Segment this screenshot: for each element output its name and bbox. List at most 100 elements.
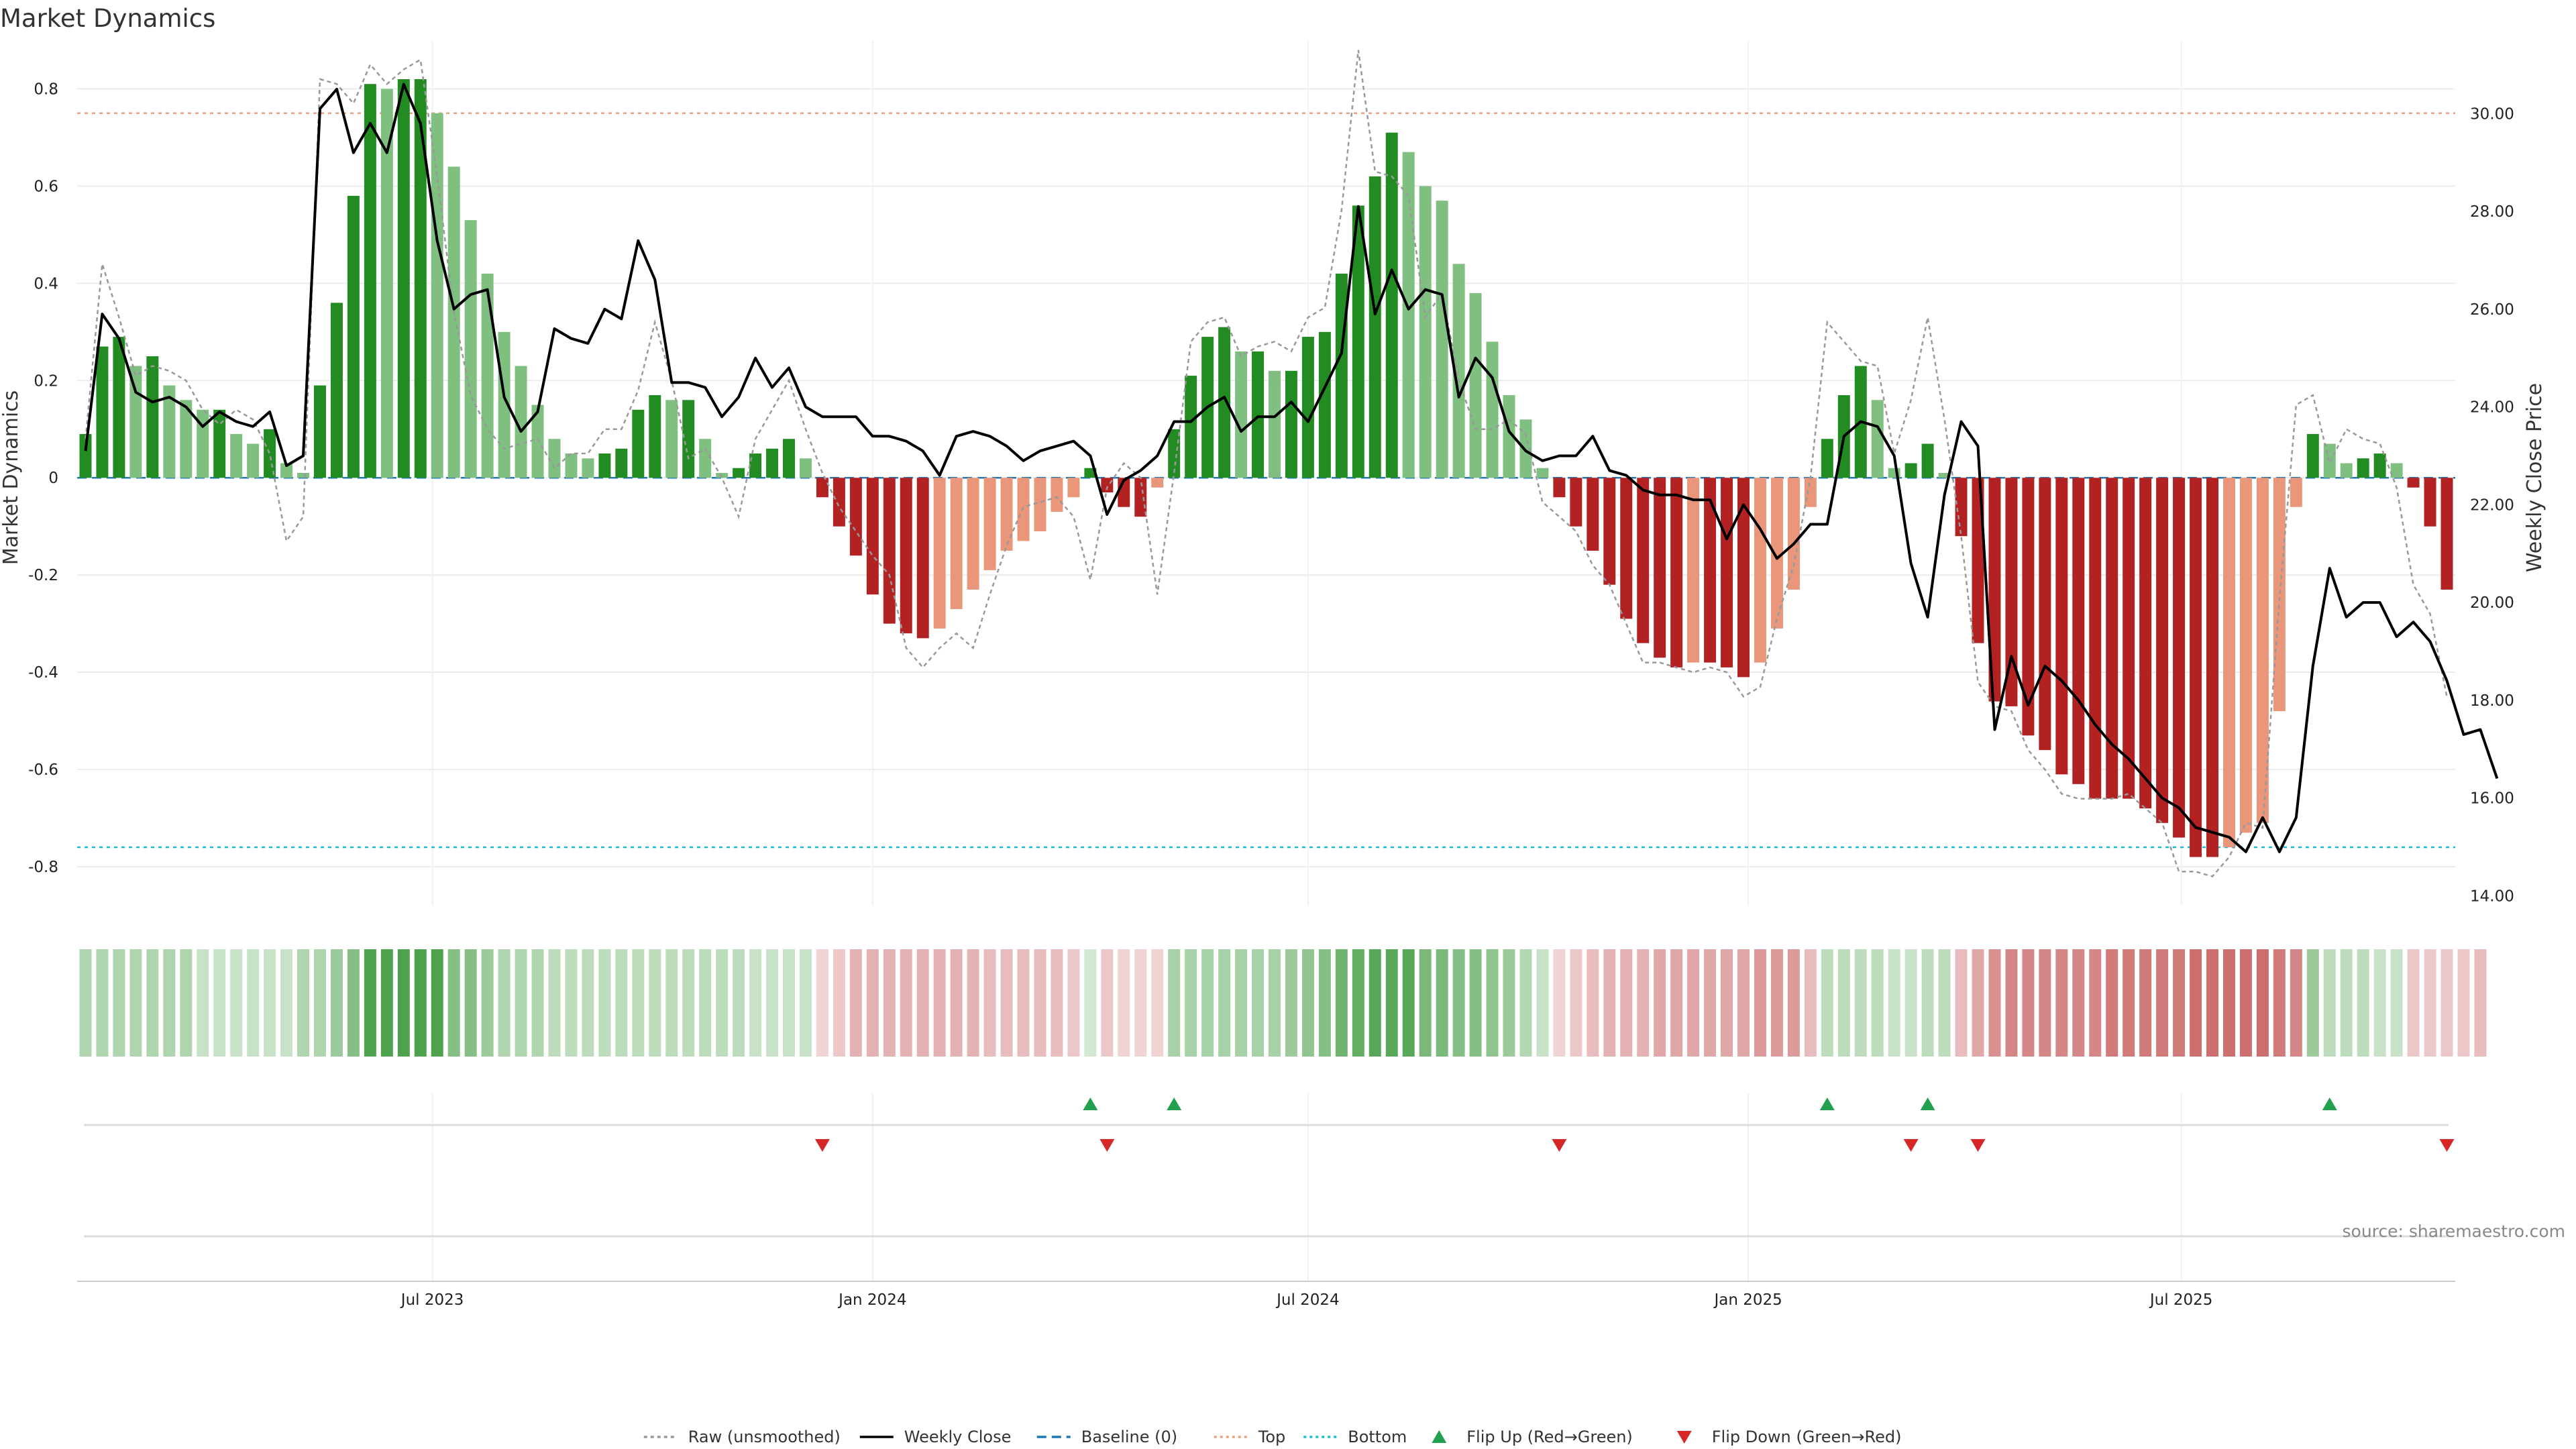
regime-cell <box>1503 949 1515 1057</box>
dynamics-bar <box>1402 152 1415 478</box>
regime-cell <box>380 949 393 1057</box>
regime-cell <box>1436 949 1448 1057</box>
dynamics-bar <box>783 439 795 478</box>
regime-cell <box>1252 949 1265 1057</box>
regime-cell <box>1067 949 1080 1057</box>
regime-cell <box>364 949 376 1057</box>
dynamics-bar <box>2290 478 2302 507</box>
regime-cell <box>1084 949 1097 1057</box>
regime-cell <box>297 949 310 1057</box>
dynamics-bar <box>1134 478 1147 517</box>
dynamics-bar <box>2373 453 2386 478</box>
dynamics-bar <box>2039 478 2051 751</box>
regime-cell <box>665 949 678 1057</box>
regime-cell <box>2340 949 2353 1057</box>
regime-cell <box>1988 949 2001 1057</box>
dynamics-bar <box>113 337 125 478</box>
dynamics-bar <box>380 89 393 478</box>
regime-cell <box>113 949 125 1057</box>
dynamics-bar <box>749 453 762 478</box>
flip-up-marker <box>1819 1097 1835 1110</box>
regime-cell <box>1587 949 1599 1057</box>
regime-cell <box>447 949 460 1057</box>
regime-cell <box>548 949 561 1057</box>
dynamics-bar <box>1101 478 1114 492</box>
regime-cell <box>2123 949 2135 1057</box>
regime-cell <box>682 949 695 1057</box>
legend-item: Weekly Close <box>859 1428 1011 1446</box>
regime-cell <box>2173 949 2186 1057</box>
regime-cell <box>649 949 661 1057</box>
dynamics-bar <box>1368 176 1381 478</box>
regime-cell <box>1118 949 1130 1057</box>
dynamics-bar <box>1469 292 1482 478</box>
dynamics-bar <box>264 429 276 478</box>
dynamics-bar <box>1737 478 1750 678</box>
regime-cell <box>79 949 92 1057</box>
dynamics-bar <box>1787 478 1800 590</box>
regime-cell <box>615 949 628 1057</box>
flip-up-marker <box>1920 1097 1935 1110</box>
legend-swatch <box>1676 1431 1692 1444</box>
regime-cell <box>2457 949 2470 1057</box>
dynamics-bar <box>1301 337 1314 478</box>
regime-cell <box>498 949 511 1057</box>
y-tick-label: -0.8 <box>28 859 58 876</box>
y-tick-label: 0.4 <box>34 275 58 292</box>
regime-cell <box>2256 949 2269 1057</box>
regime-cell <box>816 949 828 1057</box>
regime-cell <box>2055 949 2068 1057</box>
regime-cell <box>2390 949 2403 1057</box>
regime-cell <box>431 949 443 1057</box>
dynamics-bar <box>900 478 912 634</box>
dynamics-bar <box>1770 478 1783 629</box>
regime-cell <box>1536 949 1549 1057</box>
right-axis-ticks: 30.00 28.00 26.00 24.00 22.00 20.00 18.00 16.00… <box>2470 105 2514 905</box>
regime-cell <box>632 949 645 1057</box>
dynamics-bar <box>1955 478 1968 537</box>
regime-cell <box>1486 949 1499 1057</box>
flip-down-marker <box>2439 1139 2455 1152</box>
dynamics-bar <box>933 478 946 629</box>
legend-label: Baseline (0) <box>1081 1428 1177 1446</box>
dynamics-bar <box>163 385 176 478</box>
y2-axis-title: Weekly Close Price <box>2523 383 2546 572</box>
dynamics-bar <box>1503 395 1515 478</box>
regime-cell <box>900 949 912 1057</box>
dynamics-bar <box>1034 478 1046 531</box>
regime-cell <box>1235 949 1248 1057</box>
dynamics-bar <box>582 458 594 478</box>
dynamics-bar <box>2239 478 2252 833</box>
dynamics-bar <box>1017 478 1030 541</box>
y-tick-label: 0.2 <box>34 372 58 390</box>
regime-cell <box>1419 949 1432 1057</box>
dynamics-bar <box>766 448 779 478</box>
dynamics-bar <box>1921 443 1934 478</box>
regime-cell <box>2357 949 2369 1057</box>
y2-tick-label: 22.00 <box>2470 496 2514 514</box>
close-line <box>84 83 2499 853</box>
dynamics-bar <box>615 448 628 478</box>
regime-cell <box>1821 949 1833 1057</box>
regime-cell <box>2190 949 2202 1057</box>
dynamics-bars <box>79 78 2453 857</box>
regime-cell <box>849 949 862 1057</box>
regime-cell <box>2474 949 2487 1057</box>
regime-cell <box>2005 949 2018 1057</box>
regime-cell <box>749 949 762 1057</box>
regime-cell <box>1871 949 1884 1057</box>
dynamics-bar <box>2055 478 2068 775</box>
regime-cell <box>1385 949 1398 1057</box>
y2-tick-label: 24.00 <box>2470 399 2514 417</box>
x-tick-label: Jan 2025 <box>1713 1291 1782 1309</box>
dynamics-bar <box>180 400 193 478</box>
flip-up-marker <box>1167 1097 1182 1110</box>
regime-cell <box>531 949 544 1057</box>
regime-cell <box>230 949 243 1057</box>
y-tick-label: 0.6 <box>34 178 58 195</box>
regime-cell <box>1452 949 1465 1057</box>
regime-cell <box>1553 949 1566 1057</box>
regime-cell <box>1603 949 1616 1057</box>
regime-cell <box>330 949 343 1057</box>
